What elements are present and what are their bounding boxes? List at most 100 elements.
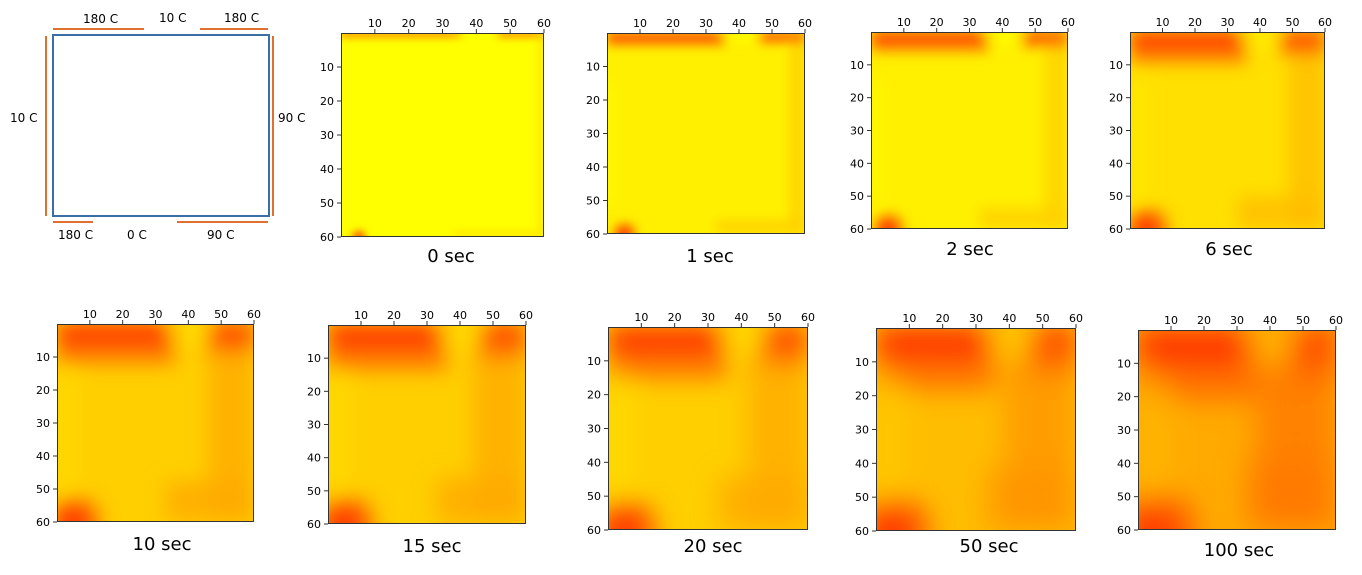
top-left-hot-core — [607, 33, 716, 39]
bottom-left-hot-core — [60, 511, 82, 522]
top-left-hot-core — [1138, 330, 1247, 360]
y-tick-label: 10 — [850, 59, 864, 72]
y-tick-label: 20 — [36, 384, 50, 397]
x-tick-label: 30 — [436, 17, 450, 30]
y-tick-label: 10 — [855, 356, 869, 369]
x-tick-label: 60 — [519, 309, 533, 322]
x-tick-label: 10 — [633, 17, 647, 30]
x-tick-label: 40 — [1263, 314, 1277, 327]
y-tick-label: 50 — [36, 483, 50, 496]
heatmap-canvas: 10 20 30 40 50 60 10 20 30 40 50 60 — [1117, 314, 1343, 537]
y-tick-label: 10 — [1117, 357, 1131, 370]
x-tick-label: 60 — [798, 17, 812, 30]
x-tick-label: 10 — [354, 309, 368, 322]
left-edge-cool — [876, 378, 901, 501]
heatmap-canvas: 10 20 30 40 50 60 10 20 30 40 50 60 — [36, 308, 261, 529]
x-tick-label: 30 — [149, 308, 163, 321]
y-tick-label: 50 — [855, 491, 869, 504]
y-tick-label: 60 — [1109, 223, 1123, 236]
x-tick-label: 40 — [1253, 16, 1267, 29]
x-tick-label: 10 — [83, 308, 97, 321]
x-tick-label: 30 — [969, 312, 983, 325]
heatmap-canvas: 10 20 30 40 50 60 10 20 30 40 50 60 — [307, 309, 533, 531]
x-tick-label: 10 — [1156, 16, 1170, 29]
y-tick-label: 40 — [855, 457, 869, 470]
x-tick-label: 30 — [963, 16, 977, 29]
top-mid-cool — [728, 327, 760, 352]
x-tick-label: 20 — [402, 17, 416, 30]
x-tick-label: 20 — [1197, 314, 1211, 327]
bottom-left-hot-core — [330, 512, 354, 524]
y-tick-label: 30 — [307, 419, 321, 432]
heatmap-frame — [328, 325, 526, 524]
y-tick-label: 40 — [320, 163, 334, 176]
y-tick-label: 30 — [1117, 424, 1131, 437]
top-left-hot-core — [57, 324, 166, 341]
y-tick-label: 20 — [855, 390, 869, 403]
y-tick-label: 60 — [36, 516, 50, 529]
x-tick-label: 20 — [116, 308, 130, 321]
heatmap-canvas: 10 20 30 40 50 60 10 20 30 40 50 60 — [855, 312, 1083, 538]
bottom-left-hot-core — [876, 515, 906, 531]
plate-outline — [52, 34, 270, 217]
y-tick-label: 60 — [320, 231, 334, 244]
y-tick-label: 10 — [320, 61, 334, 74]
x-tick-label: 20 — [387, 309, 401, 322]
bottom-right-heat — [436, 477, 526, 524]
right-edge-heat — [538, 33, 544, 237]
y-tick-label: 50 — [320, 197, 334, 210]
right-edge-heat — [789, 33, 805, 234]
top-mid-cool — [725, 33, 758, 41]
heatmap-frame — [608, 327, 808, 530]
left-edge-cool — [1130, 81, 1144, 200]
x-tick-label: 20 — [668, 311, 682, 324]
heatmap-frame — [57, 324, 254, 522]
x-tick-label: 40 — [734, 311, 748, 324]
y-tick-label: 20 — [320, 95, 334, 108]
top-mid-cool — [1256, 330, 1289, 362]
y-tick-label: 20 — [1109, 92, 1123, 105]
heatmap-frame — [341, 33, 544, 237]
y-tick-label: 60 — [850, 223, 864, 236]
heatmap-frame — [876, 328, 1076, 531]
x-tick-label: 40 — [1002, 312, 1016, 325]
top-mid-cool — [175, 324, 207, 343]
y-tick-label: 50 — [850, 190, 864, 203]
y-tick-label: 20 — [850, 92, 864, 105]
x-tick-label: 50 — [503, 17, 517, 30]
heatmap-canvas: 10 20 30 40 50 60 10 20 30 40 50 60 — [586, 17, 812, 241]
x-tick-label: 50 — [765, 17, 779, 30]
label-bottom-right: 90 C — [207, 228, 235, 242]
heatmap-frame — [1138, 330, 1336, 530]
top-left-hot-core — [876, 328, 986, 355]
x-tick-label: 60 — [1318, 16, 1332, 29]
y-tick-label: 40 — [307, 452, 321, 465]
caption-0-sec: 0 sec — [427, 246, 475, 267]
y-tick-label: 30 — [320, 129, 334, 142]
right-edge-heat — [1044, 32, 1068, 229]
bottom-right-heat — [452, 231, 544, 237]
x-tick-label: 40 — [181, 308, 195, 321]
label-top-left: 180 C — [83, 12, 119, 26]
left-edge-cool — [57, 373, 74, 493]
x-tick-label: 10 — [1164, 314, 1178, 327]
bottom-right-heat — [979, 207, 1068, 229]
caption-100-sec: 100 sec — [1203, 540, 1275, 561]
x-tick-label: 60 — [247, 308, 261, 321]
caption-6-sec: 6 sec — [1205, 239, 1253, 260]
heatmap-canvas: 10 20 30 40 50 60 10 20 30 40 50 60 — [1109, 16, 1332, 236]
bottom-left-hot-core — [878, 222, 892, 229]
x-tick-label: 30 — [1221, 16, 1235, 29]
top-right-hot-core — [210, 324, 254, 336]
x-tick-label: 60 — [801, 311, 815, 324]
y-tick-label: 40 — [586, 161, 600, 174]
x-tick-label: 30 — [1230, 314, 1244, 327]
y-tick-label: 60 — [855, 525, 869, 538]
y-tick-label: 20 — [1117, 391, 1131, 404]
y-tick-label: 10 — [587, 355, 601, 368]
x-tick-label: 50 — [768, 311, 782, 324]
heatmap-canvas: 10 20 30 40 50 60 10 20 30 40 50 60 — [850, 16, 1075, 236]
bottom-right-heat — [986, 467, 1076, 531]
y-tick-label: 30 — [855, 424, 869, 437]
x-tick-label: 30 — [420, 309, 434, 322]
